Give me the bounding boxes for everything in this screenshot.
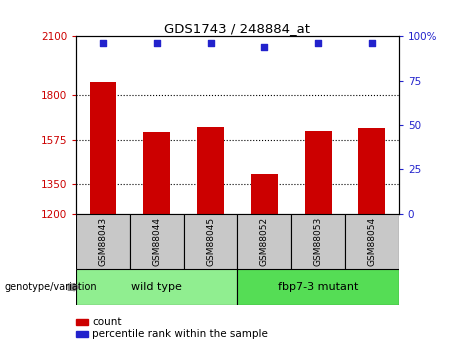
Bar [197,127,224,214]
Text: count: count [92,317,122,326]
Bar [130,214,183,269]
Text: wild type: wild type [131,282,182,292]
Text: GSM88045: GSM88045 [206,217,215,266]
Point [314,41,322,46]
Title: GDS1743 / 248884_at: GDS1743 / 248884_at [165,22,310,35]
Text: GSM88043: GSM88043 [99,217,107,266]
Bar [305,131,331,214]
Text: GSM88054: GSM88054 [367,217,376,266]
Point [99,41,106,46]
Text: percentile rank within the sample: percentile rank within the sample [92,329,268,338]
Point [368,41,376,46]
Text: GSM88044: GSM88044 [152,217,161,266]
Bar [76,269,237,305]
Point [207,41,214,46]
Bar [345,214,399,269]
Bar [358,128,385,214]
Text: GSM88053: GSM88053 [313,217,323,266]
Text: GSM88052: GSM88052 [260,217,269,266]
Bar [237,214,291,269]
Bar [89,82,116,214]
Text: genotype/variation: genotype/variation [5,282,97,292]
Bar [291,214,345,269]
Point [260,44,268,50]
Bar [251,175,278,214]
Point [153,41,160,46]
Text: fbp7-3 mutant: fbp7-3 mutant [278,282,358,292]
Bar [237,269,399,305]
Bar [76,214,130,269]
Bar [143,132,170,214]
Bar [183,214,237,269]
